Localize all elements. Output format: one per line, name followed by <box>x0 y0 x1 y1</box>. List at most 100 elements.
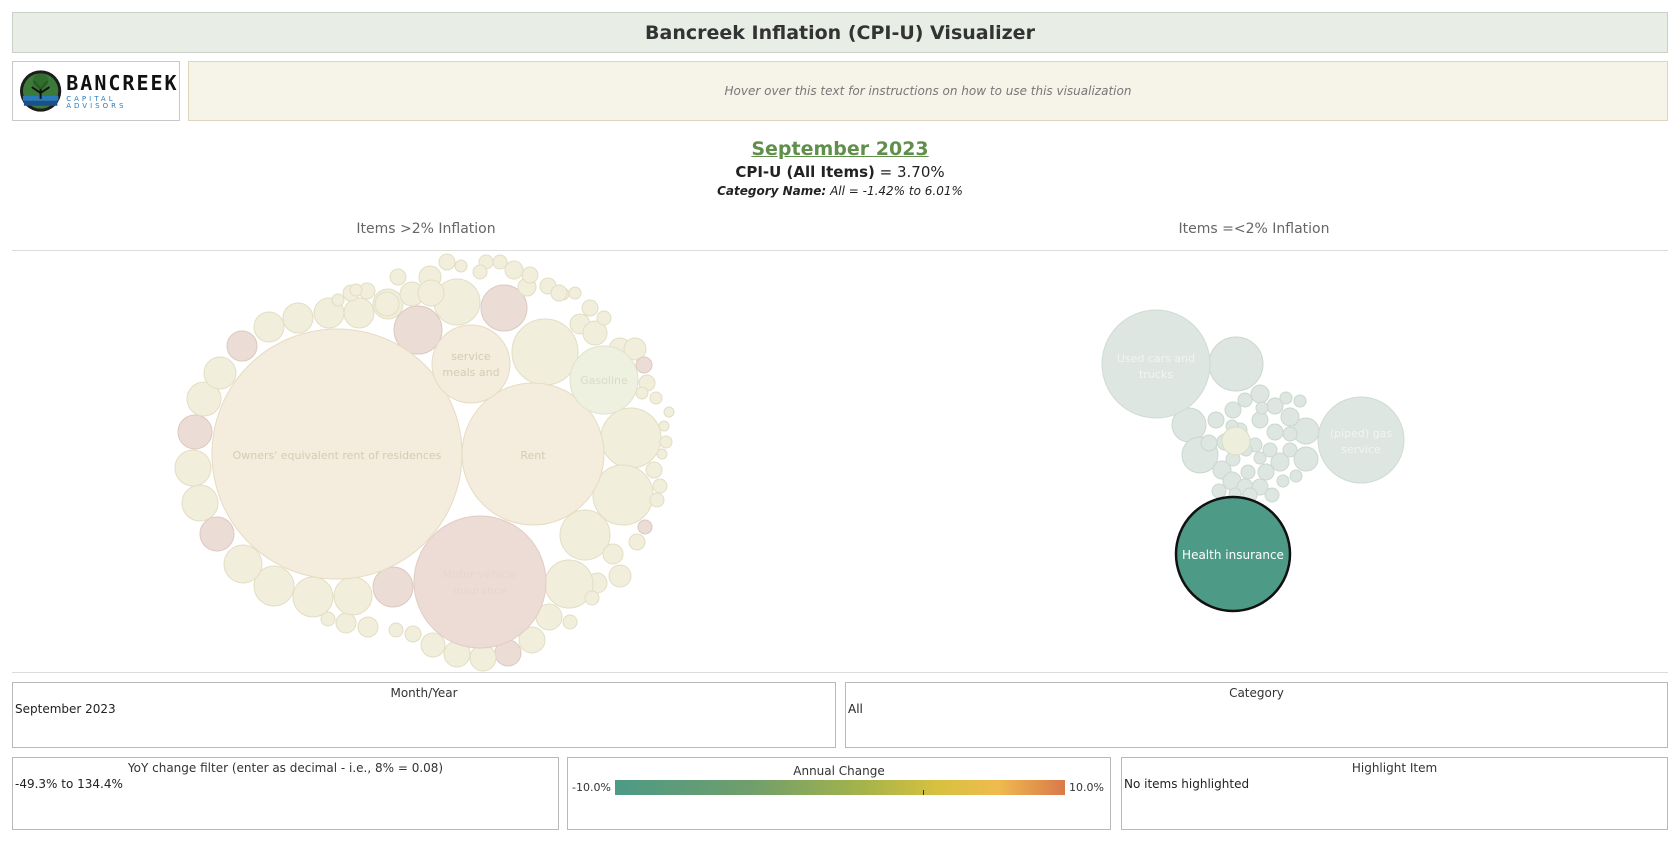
bubble-item[interactable] <box>1270 452 1290 472</box>
bubble-item[interactable] <box>333 576 373 616</box>
yoy-change-filter[interactable]: YoY change filter (enter as decimal - i.… <box>12 757 559 830</box>
bubble-item[interactable] <box>181 484 219 522</box>
bubble-item[interactable] <box>349 283 363 297</box>
bubble-item[interactable] <box>438 253 456 271</box>
bubble-item[interactable] <box>600 407 662 469</box>
bubble-item[interactable] <box>292 576 334 618</box>
bubble-item[interactable] <box>623 337 647 361</box>
bubble-item[interactable] <box>389 268 407 286</box>
bubble-item[interactable] <box>584 590 600 606</box>
bubble-item[interactable] <box>649 492 665 508</box>
bubble-item[interactable] <box>1240 464 1256 480</box>
month-year-filter[interactable]: Month/Year September 2023 <box>12 682 836 748</box>
bubble-item[interactable] <box>1207 411 1225 429</box>
bubble-item[interactable] <box>635 356 653 374</box>
bubble-item[interactable] <box>203 356 237 390</box>
bubble-item[interactable] <box>223 544 263 584</box>
bubble-item[interactable] <box>659 435 673 449</box>
bubble-food-away-from-home[interactable] <box>431 324 511 404</box>
bubble-item[interactable] <box>1211 483 1227 499</box>
bubble-item[interactable] <box>1293 394 1307 408</box>
bubble-item[interactable] <box>649 391 663 405</box>
bubble-item[interactable] <box>388 622 404 638</box>
bubble-item[interactable] <box>1280 407 1300 427</box>
bubble-item[interactable] <box>1276 474 1290 488</box>
bubble-item[interactable] <box>521 266 539 284</box>
bubble-gasoline[interactable] <box>569 345 639 415</box>
bubble-item[interactable] <box>1257 463 1275 481</box>
bubble-rent[interactable] <box>461 382 605 526</box>
bubble-item[interactable] <box>335 612 357 634</box>
bubble-item[interactable] <box>1250 384 1270 404</box>
bubble-health-insurance[interactable] <box>1174 495 1292 613</box>
bubble-item[interactable] <box>656 448 668 460</box>
bubble-item[interactable] <box>652 478 668 494</box>
bubble-item[interactable] <box>253 311 285 343</box>
bubble-item[interactable] <box>602 543 624 565</box>
bubble-item[interactable] <box>1224 401 1242 419</box>
bubble-item[interactable] <box>1289 469 1303 483</box>
bubble-item[interactable] <box>357 616 379 638</box>
bubble-item[interactable] <box>331 293 345 307</box>
bubble-item[interactable] <box>1293 446 1319 472</box>
bubble-item[interactable] <box>637 519 653 535</box>
bubble-motor-vehicle-insurance[interactable] <box>413 515 547 649</box>
bubble-item[interactable] <box>253 565 295 607</box>
bubble-item[interactable] <box>568 286 582 300</box>
bubble-item[interactable] <box>454 259 468 273</box>
bubble-item[interactable] <box>645 461 663 479</box>
bubble-item[interactable] <box>1237 392 1253 408</box>
bubble-item[interactable] <box>1221 426 1251 456</box>
bubble-item[interactable] <box>1255 401 1269 415</box>
highlight-item-filter[interactable]: Highlight Item No items highlighted <box>1121 757 1668 830</box>
highlight-filter-value[interactable]: No items highlighted <box>1124 777 1250 791</box>
bubble-item[interactable] <box>1251 411 1269 429</box>
bubble-item[interactable] <box>480 284 528 332</box>
bubble-item[interactable] <box>1262 442 1278 458</box>
instructions-banner[interactable]: Hover over this text for instructions on… <box>188 61 1668 121</box>
bubble-item[interactable] <box>663 406 675 418</box>
bubble-item[interactable] <box>282 302 314 334</box>
bubble-item[interactable] <box>404 625 422 643</box>
bubble-item[interactable] <box>581 299 599 317</box>
bubble-item[interactable] <box>174 449 212 487</box>
bubble-item[interactable] <box>1264 487 1280 503</box>
bubble-item[interactable] <box>374 291 400 317</box>
bubble-item[interactable] <box>1279 391 1293 405</box>
bubble-item[interactable] <box>1282 426 1298 442</box>
bubble-item[interactable] <box>199 516 235 552</box>
yoy-filter-value[interactable]: -49.3% to 134.4% <box>15 777 123 791</box>
bubble-used-cars[interactable] <box>1101 309 1211 419</box>
bubble-item[interactable] <box>658 420 670 432</box>
bubble-item[interactable] <box>177 414 213 450</box>
bubble-item[interactable] <box>226 330 258 362</box>
bubble-item[interactable] <box>504 260 524 280</box>
bubble-item[interactable] <box>518 626 546 654</box>
bubble-item[interactable] <box>582 320 608 346</box>
bubble-item[interactable] <box>550 284 568 302</box>
bubble-item[interactable] <box>1200 434 1218 452</box>
bubble-item[interactable] <box>372 566 414 608</box>
bubble-item[interactable] <box>343 297 375 329</box>
bubble-item[interactable] <box>469 644 497 672</box>
bubble-item[interactable] <box>320 611 336 627</box>
bubble-item[interactable] <box>1266 423 1284 441</box>
bubble-item[interactable] <box>393 305 443 355</box>
bubble-item[interactable] <box>608 564 632 588</box>
bubble-item[interactable] <box>559 509 611 561</box>
bubble-item[interactable] <box>1208 336 1264 392</box>
category-filter-value[interactable]: All <box>848 702 863 716</box>
bubble-item[interactable] <box>472 264 488 280</box>
bubble-item[interactable] <box>635 386 649 400</box>
bubble-piped-gas-service[interactable] <box>1317 396 1405 484</box>
bubble-item[interactable] <box>417 279 445 307</box>
bubble-item[interactable] <box>628 533 646 551</box>
bubble-item[interactable] <box>420 632 446 658</box>
bubble-item[interactable] <box>562 614 578 630</box>
bubble-item[interactable] <box>1253 451 1267 465</box>
month-year-filter-value[interactable]: September 2023 <box>15 702 116 716</box>
bubble-item[interactable] <box>511 318 579 386</box>
bubble-item[interactable] <box>186 381 222 417</box>
bubble-item[interactable] <box>492 254 508 270</box>
bubble-item[interactable] <box>1282 442 1298 458</box>
